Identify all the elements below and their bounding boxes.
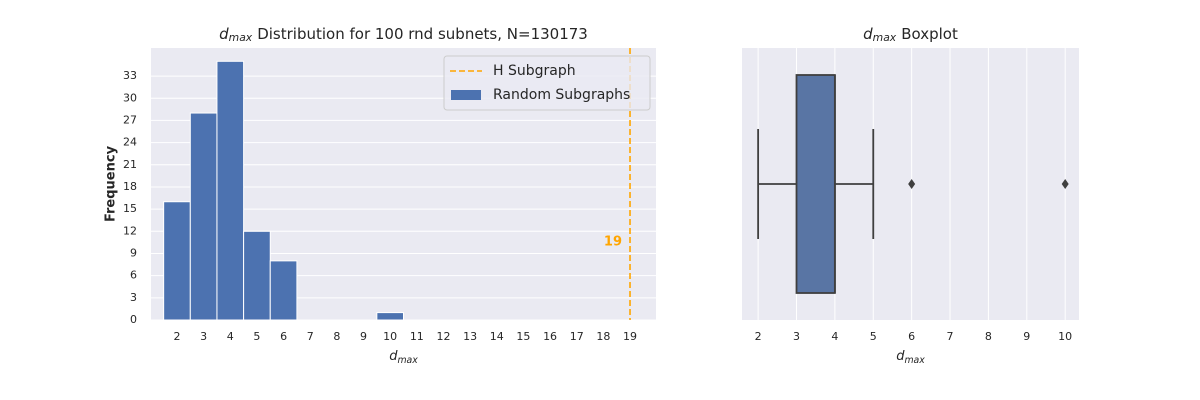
histogram-bar <box>189 112 218 321</box>
x-tick-label: 14 <box>490 330 504 343</box>
x-tick-label: 3 <box>793 330 800 343</box>
math-var: d <box>389 349 398 364</box>
math-sub: max <box>229 31 253 44</box>
math-var: d <box>219 25 229 43</box>
y-tick-label: 12 <box>123 224 137 237</box>
math-sub: max <box>904 355 925 366</box>
legend-label: H Subgraph <box>493 63 576 79</box>
x-tick-label: 19 <box>623 330 637 343</box>
x-tick-label: 17 <box>570 330 584 343</box>
x-tick-label: 2 <box>755 330 762 343</box>
x-tick-label: 15 <box>516 330 530 343</box>
x-tick-label: 10 <box>1058 330 1072 343</box>
legend-swatch <box>451 90 481 100</box>
histogram-bar <box>163 201 191 321</box>
legend-label: Random Subgraphs <box>493 87 630 103</box>
histogram-bar <box>269 260 298 321</box>
y-tick-label: 18 <box>123 180 137 193</box>
x-tick-label: 5 <box>870 330 877 343</box>
y-tick-label: 6 <box>130 269 137 282</box>
histogram-bar <box>243 230 271 321</box>
y-tick-label: 0 <box>130 313 137 326</box>
x-tick-label: 12 <box>436 330 450 343</box>
x-tick-label: 18 <box>596 330 610 343</box>
x-tick-label: 9 <box>1023 330 1030 343</box>
y-tick-label: 3 <box>130 291 137 304</box>
y-axis-label: Frequency <box>104 145 119 222</box>
math-rest: Boxplot <box>901 25 958 43</box>
reference-label: 19 <box>604 235 622 250</box>
x-tick-label: 11 <box>410 330 424 343</box>
math-rest: Distribution for 100 rnd subnets, N=1301… <box>257 25 588 43</box>
y-tick-label: 21 <box>123 158 137 171</box>
x-tick-label: 6 <box>908 330 915 343</box>
x-tick-label: 4 <box>831 330 838 343</box>
y-tick-label: 27 <box>123 113 137 126</box>
outlier <box>1061 179 1069 189</box>
x-tick-label: 6 <box>280 330 287 343</box>
box <box>795 74 836 294</box>
y-tick-label: 24 <box>123 136 137 149</box>
x-tick-label: 5 <box>253 330 260 343</box>
x-tick-label: 3 <box>200 330 207 343</box>
x-tick-label: 7 <box>307 330 314 343</box>
y-tick-label: 33 <box>123 69 137 82</box>
x-tick-label: 7 <box>947 330 954 343</box>
histogram-bar <box>376 312 404 321</box>
math-sub: max <box>873 31 897 44</box>
histogram-bar <box>216 60 245 321</box>
y-tick-label: 9 <box>130 246 137 259</box>
y-tick-label: 30 <box>123 91 137 104</box>
math-var: d <box>896 349 905 364</box>
legend-box <box>443 55 651 111</box>
x-axis-label: dmax <box>896 349 925 366</box>
x-tick-label: 13 <box>463 330 477 343</box>
x-tick-label: 16 <box>543 330 557 343</box>
x-axis-label: dmax <box>389 349 418 366</box>
chart-title: dmax Distribution for 100 rnd subnets, N=… <box>219 25 588 45</box>
x-tick-label: 8 <box>985 330 992 343</box>
x-tick-label: 2 <box>173 330 180 343</box>
x-tick-label: 9 <box>360 330 367 343</box>
math-var: d <box>863 25 873 43</box>
x-tick-label: 4 <box>227 330 234 343</box>
math-sub: max <box>397 355 418 366</box>
y-tick-label: 15 <box>123 202 137 215</box>
x-tick-label: 10 <box>383 330 397 343</box>
chart-title: dmax Boxplot <box>863 25 958 45</box>
x-tick-label: 8 <box>333 330 340 343</box>
outlier <box>908 179 916 189</box>
